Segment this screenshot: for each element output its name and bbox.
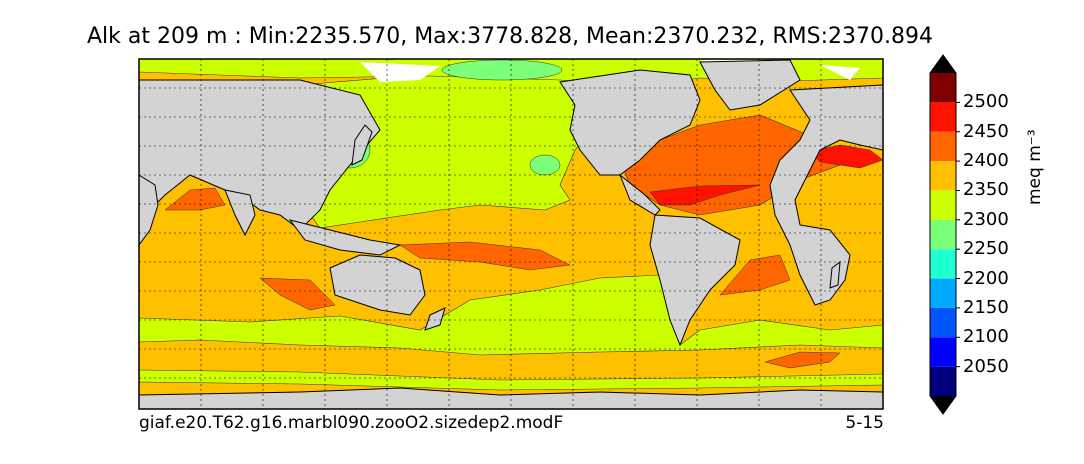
land-central-america — [618, 173, 661, 216]
south-atlantic-high — [719, 254, 791, 296]
colorbar-units-label: meq m⁻³ — [1025, 129, 1045, 205]
map-gridlines — [139, 59, 883, 409]
land-antarctica — [139, 387, 883, 409]
land-asia-west — [139, 79, 381, 231]
plot-title: Alk at 209 m : Min:2235.570, Max:3778.82… — [86, 24, 933, 49]
arctic-bright-green-patch — [441, 59, 563, 81]
colorbar-tick-label: 2350 — [963, 179, 1009, 201]
colorbar-bin — [930, 366, 956, 396]
land-greenland — [699, 59, 801, 111]
colorbar-tick-label: 2150 — [963, 296, 1009, 318]
colorbar-min-extension — [930, 396, 956, 414]
land-japan — [351, 124, 373, 166]
land-eurasia-africa-right — [769, 84, 883, 306]
land-new-zealand — [424, 307, 446, 331]
map-plot-area — [139, 59, 883, 409]
colorbar-tick-label: 2450 — [963, 120, 1009, 142]
colorbar-max-extension — [930, 55, 956, 73]
land-north-america — [559, 69, 701, 176]
colorbar-bin — [930, 102, 956, 132]
colorbar-bin — [930, 219, 956, 250]
land-india — [224, 189, 256, 237]
pacific-bright-green-patch — [529, 154, 561, 176]
colorbar-bin — [930, 249, 956, 279]
colorbar — [929, 54, 960, 415]
colorbar-frame — [929, 54, 957, 415]
mediterranean-red — [809, 144, 883, 169]
colorbar-bin — [930, 161, 956, 191]
colorbar-bin — [930, 278, 956, 308]
map-frame — [138, 58, 884, 410]
south-pacific-high — [399, 241, 571, 271]
colorbar-bin — [930, 131, 956, 162]
arabian-sea-high — [164, 187, 226, 211]
south-indian-high — [259, 277, 336, 311]
land-africa-left — [139, 174, 159, 246]
colorbar-bin — [930, 337, 956, 367]
colorbar-bin — [930, 307, 956, 338]
atlantic-red-core — [649, 184, 761, 206]
land-sea-islands — [288, 219, 402, 256]
colorbar-bin — [930, 190, 956, 220]
colorbar-bin — [930, 73, 956, 103]
colorbar-tick-label: 2500 — [963, 91, 1009, 113]
colorbar-tick-label: 2300 — [963, 208, 1009, 230]
land-masses — [139, 59, 883, 409]
colorbar-tick-label: 2050 — [963, 355, 1009, 377]
colorbar-tick-label: 2200 — [963, 267, 1009, 289]
colorbar-tick-label: 2400 — [963, 150, 1009, 172]
land-madagascar — [829, 260, 841, 289]
case-name-label: giaf.e20.T62.g16.marbl090.zooO2.sizedep2… — [139, 413, 564, 433]
colorbar-tick-label: 2100 — [963, 326, 1009, 348]
colorbar-tick-label: 2250 — [963, 238, 1009, 260]
period-label: 5-15 — [845, 413, 884, 433]
land-australia — [329, 254, 426, 316]
